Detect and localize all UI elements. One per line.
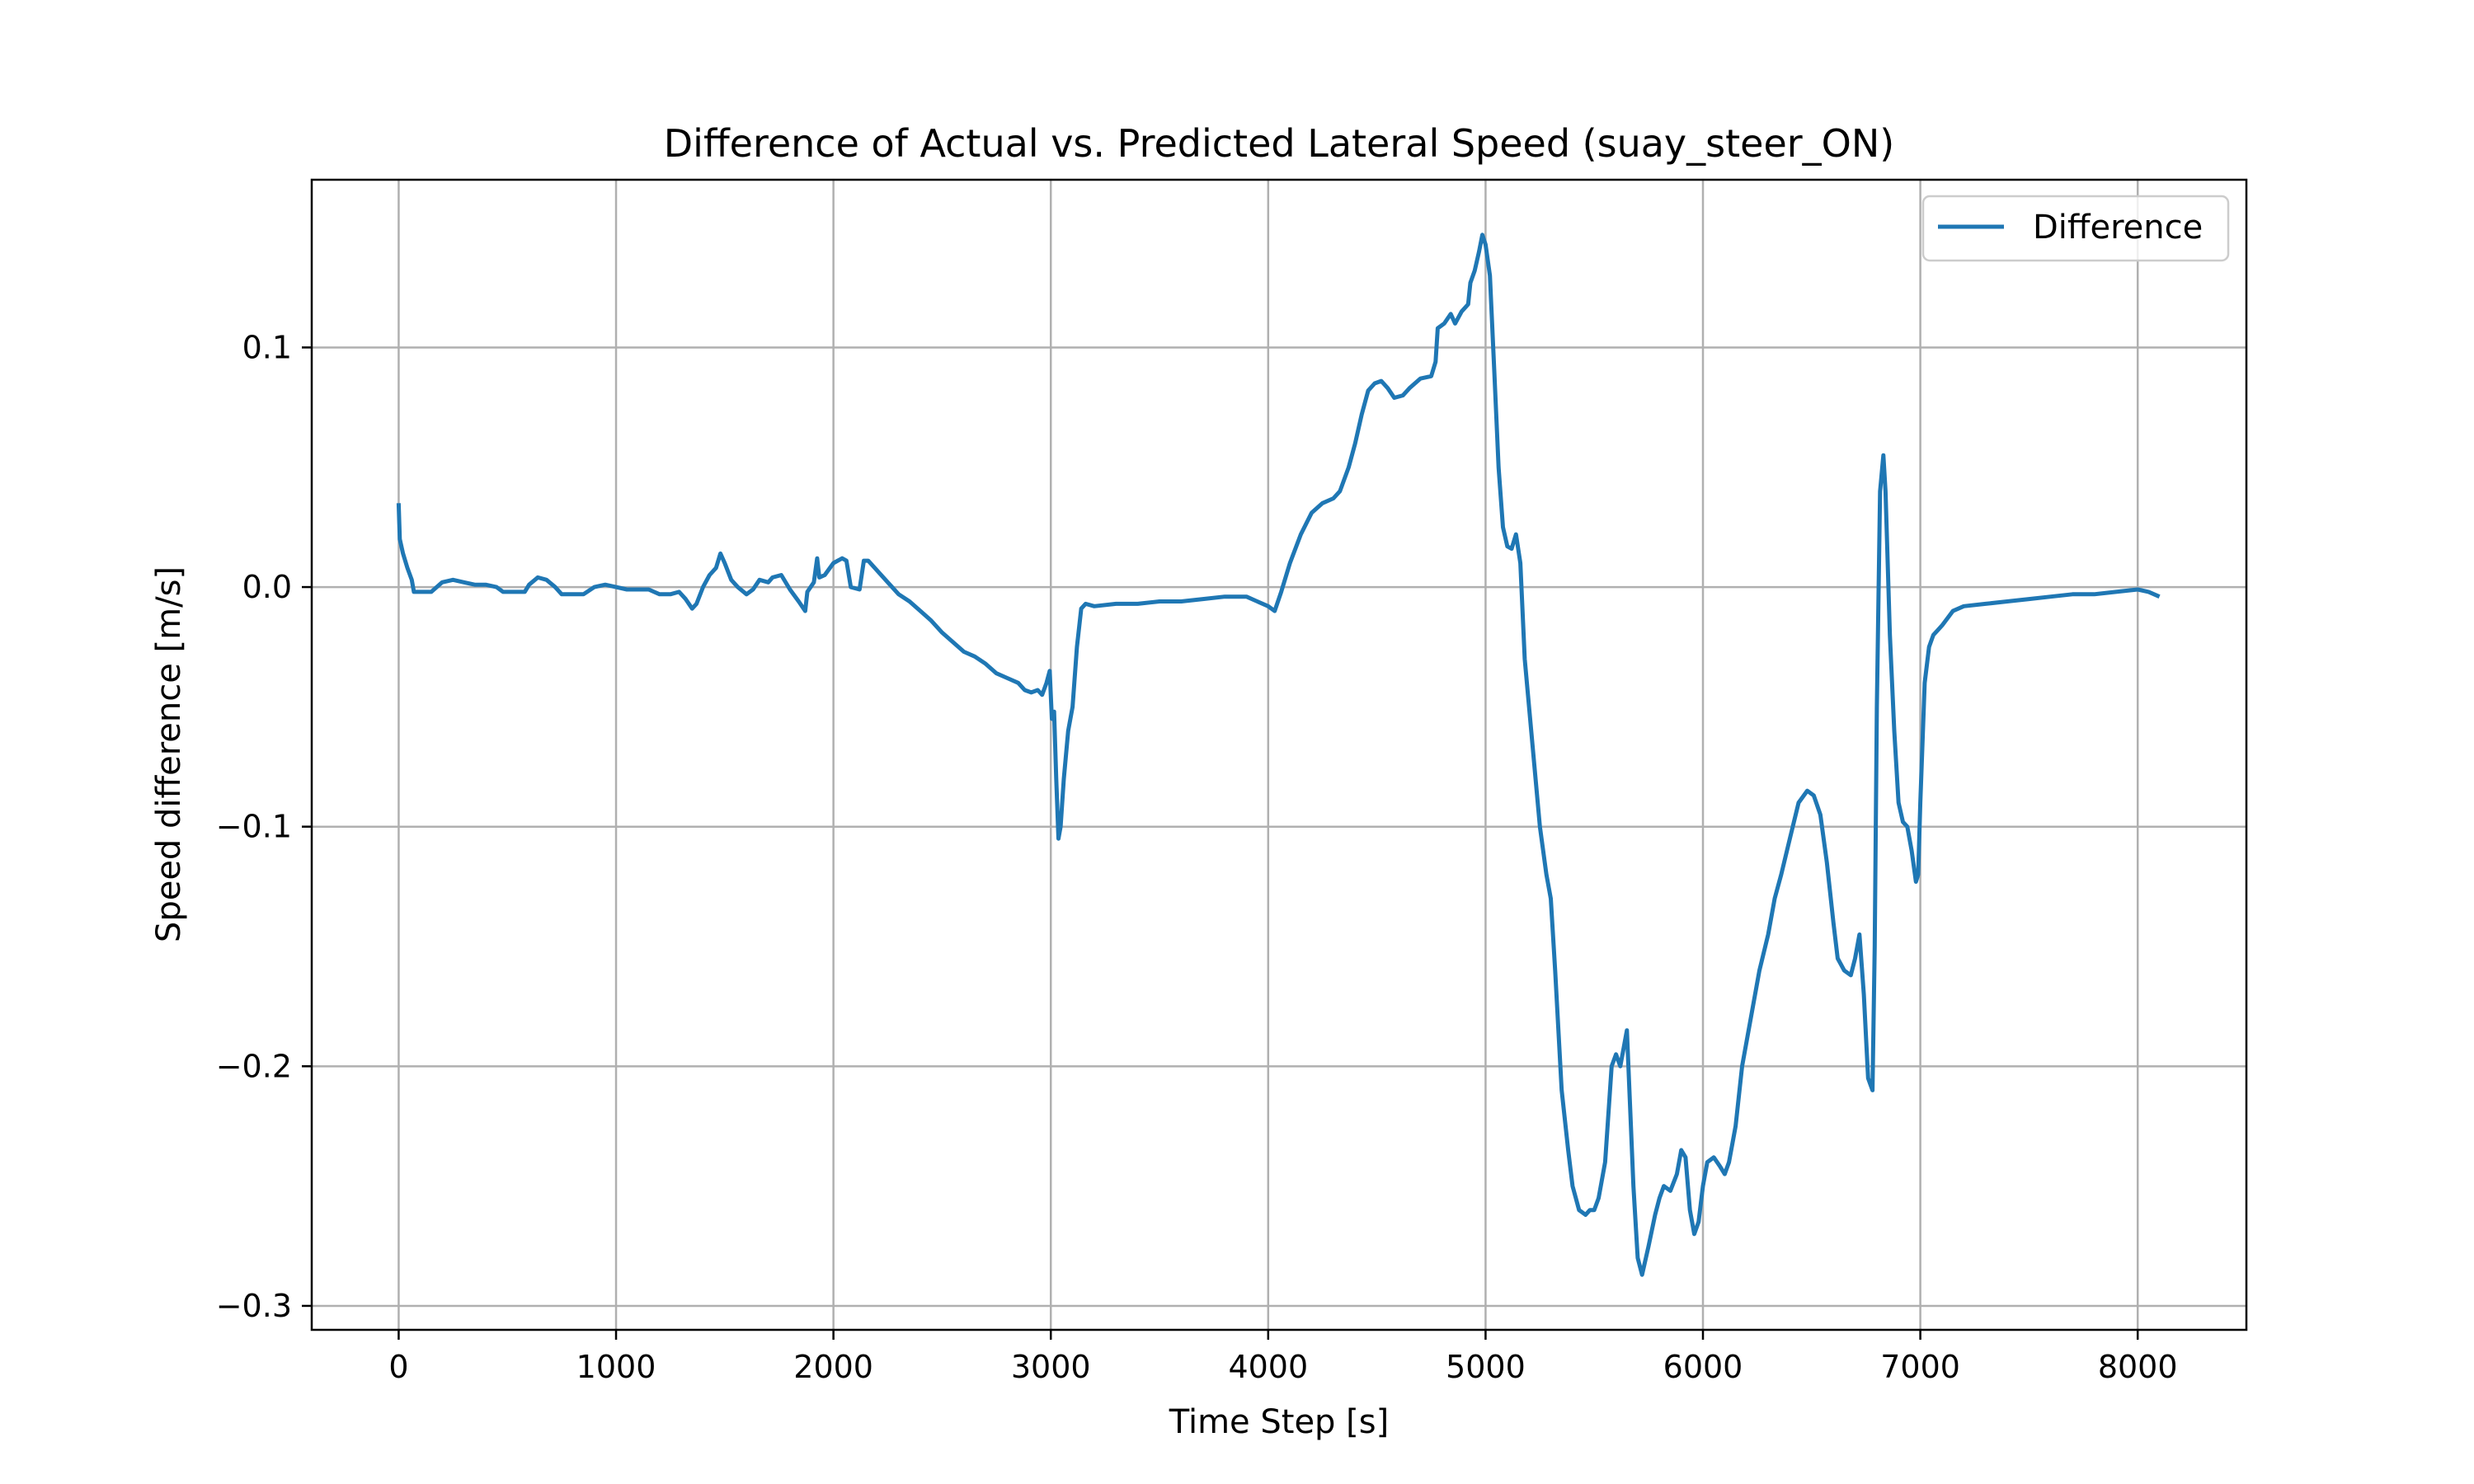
x-tick-label: 3000 — [1011, 1349, 1091, 1385]
plot-frame — [310, 178, 2248, 1331]
y-axis-ticks: −0.3 −0.2 −0.1 0.0 0.1 — [216, 329, 312, 1324]
x-axis-ticks: 0 1000 2000 3000 4000 5000 6000 7000 8000 — [388, 1330, 2178, 1385]
x-tick-label: 7000 — [1880, 1349, 1960, 1385]
x-tick-label: 1000 — [576, 1349, 656, 1385]
x-tick-label: 6000 — [1663, 1349, 1743, 1385]
y-axis-label: Speed difference [m/s] — [150, 566, 188, 942]
legend-box — [1921, 195, 2230, 262]
grid-lines — [312, 180, 2246, 1330]
y-tick-label: −0.3 — [216, 1288, 292, 1324]
x-tick-label: 2000 — [793, 1349, 873, 1385]
y-tick-label: −0.1 — [216, 809, 292, 845]
y-tick-label: −0.2 — [216, 1048, 292, 1084]
series-layer — [396, 232, 2161, 1277]
chart-title: Difference of Actual vs. Predicted Later… — [664, 121, 1894, 166]
x-axis-label: Time Step [s] — [1169, 1403, 1389, 1441]
x-tick-label: 5000 — [1446, 1349, 1526, 1385]
x-tick-label: 0 — [388, 1349, 408, 1385]
x-tick-label: 8000 — [2098, 1349, 2178, 1385]
legend: Difference — [1921, 195, 2230, 262]
legend-label-difference: Difference — [2033, 209, 2203, 247]
y-tick-label: 0.1 — [242, 329, 292, 365]
y-tick-label: 0.0 — [242, 569, 292, 605]
x-tick-label: 4000 — [1228, 1349, 1308, 1385]
series-line-difference — [396, 232, 2161, 1277]
